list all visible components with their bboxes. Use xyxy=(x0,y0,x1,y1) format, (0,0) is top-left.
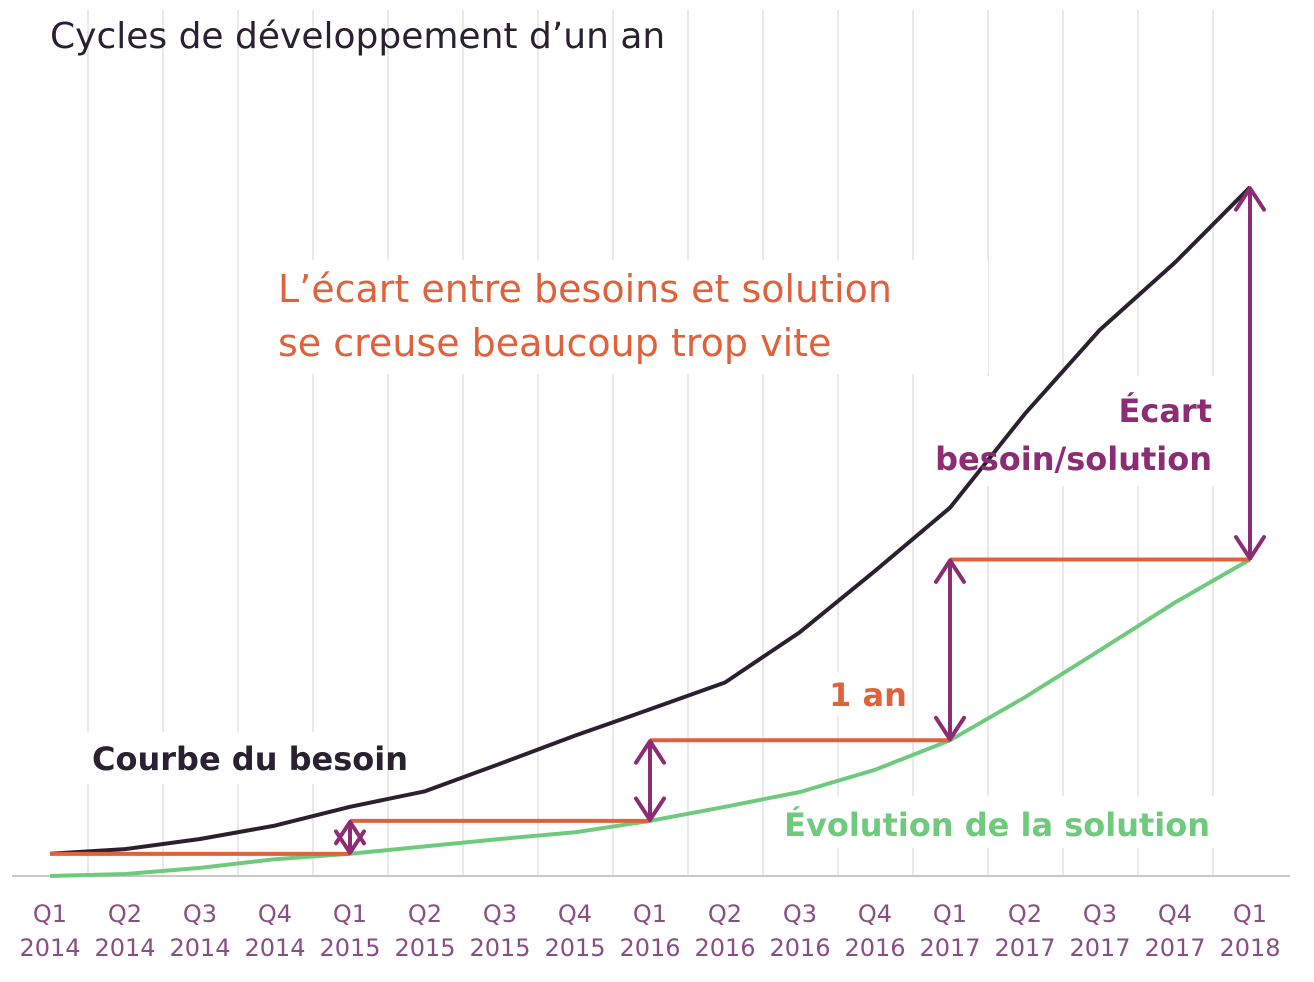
tick-label-year-4: 2015 xyxy=(319,934,380,962)
year-label-backdrop xyxy=(832,672,904,716)
gap-arrow-head-top-1 xyxy=(634,739,666,765)
tick-label-year-2: 2014 xyxy=(169,934,230,962)
tick-label-year-13: 2017 xyxy=(994,934,1055,962)
gap-arrow-head-bottom-3 xyxy=(1234,535,1266,561)
gap-arrows xyxy=(334,186,1266,855)
need-curve-label: Courbe du besoin xyxy=(92,740,408,778)
headline-backdrop xyxy=(268,260,988,374)
tick-label-year-7: 2015 xyxy=(544,934,605,962)
tick-label-quarter-9: Q2 xyxy=(708,900,742,928)
tick-label-year-9: 2016 xyxy=(694,934,755,962)
tick-label-quarter-12: Q1 xyxy=(933,900,967,928)
tick-label-quarter-15: Q4 xyxy=(1158,900,1192,928)
tick-label-year-5: 2015 xyxy=(394,934,455,962)
tick-label-year-0: 2014 xyxy=(19,934,80,962)
gap-arrow-head-bottom-2 xyxy=(934,715,966,742)
tick-label-quarter-6: Q3 xyxy=(483,900,517,928)
gap-label-backdrop xyxy=(940,376,1220,486)
tick-label-quarter-16: Q1 xyxy=(1233,900,1267,928)
tick-label-quarter-13: Q2 xyxy=(1008,900,1042,928)
tick-label-quarter-10: Q3 xyxy=(783,900,817,928)
tick-label-year-16: 2018 xyxy=(1219,934,1280,962)
tick-label-quarter-7: Q4 xyxy=(558,900,592,928)
gap-label-line-2: besoin/solution xyxy=(935,440,1212,478)
x-tick-labels: Q1 2014 Q2 2014 Q3 2014 Q4 2014 Q1 2015 Q2 2015 Q3 20… xyxy=(19,900,1280,962)
gap-arrow-head-top-2 xyxy=(934,558,966,584)
tick-label-year-12: 2017 xyxy=(919,934,980,962)
tick-label-year-11: 2016 xyxy=(844,934,905,962)
gap-arrow-head-top-3 xyxy=(1234,186,1266,212)
tick-label-quarter-11: Q4 xyxy=(858,900,892,928)
headline-line-2: se creuse beaucoup trop vite xyxy=(278,321,831,365)
tick-label-quarter-3: Q4 xyxy=(258,900,292,928)
year-label: 1 an xyxy=(829,676,907,714)
gap-arrow-head-bottom-0 xyxy=(334,829,366,855)
solution-label-backdrop xyxy=(822,796,1220,848)
gap-arrow-head-bottom-1 xyxy=(634,796,666,822)
tick-label-quarter-14: Q3 xyxy=(1083,900,1117,928)
tick-label-quarter-0: Q1 xyxy=(33,900,67,928)
tick-label-quarter-2: Q3 xyxy=(183,900,217,928)
tick-label-year-3: 2014 xyxy=(244,934,305,962)
need-label-backdrop xyxy=(82,732,382,784)
chart-title: Cycles de développement d’un an xyxy=(50,16,665,57)
tick-label-quarter-4: Q1 xyxy=(333,900,367,928)
tick-label-year-8: 2016 xyxy=(619,934,680,962)
gap-label-line-1: Écart xyxy=(1119,392,1213,430)
tick-label-year-6: 2015 xyxy=(469,934,530,962)
tick-label-year-10: 2016 xyxy=(769,934,830,962)
solution-curve-label: Évolution de la solution xyxy=(784,806,1210,844)
headline-line-1: L’écart entre besoins et solution xyxy=(278,267,892,311)
tick-label-quarter-5: Q2 xyxy=(408,900,442,928)
tick-label-quarter-1: Q2 xyxy=(108,900,142,928)
tick-label-quarter-8: Q1 xyxy=(633,900,667,928)
delay-lines xyxy=(50,557,1250,856)
need-curve xyxy=(49,185,1252,856)
tick-label-year-1: 2014 xyxy=(94,934,155,962)
tick-label-year-14: 2017 xyxy=(1069,934,1130,962)
tick-label-year-15: 2017 xyxy=(1144,934,1205,962)
